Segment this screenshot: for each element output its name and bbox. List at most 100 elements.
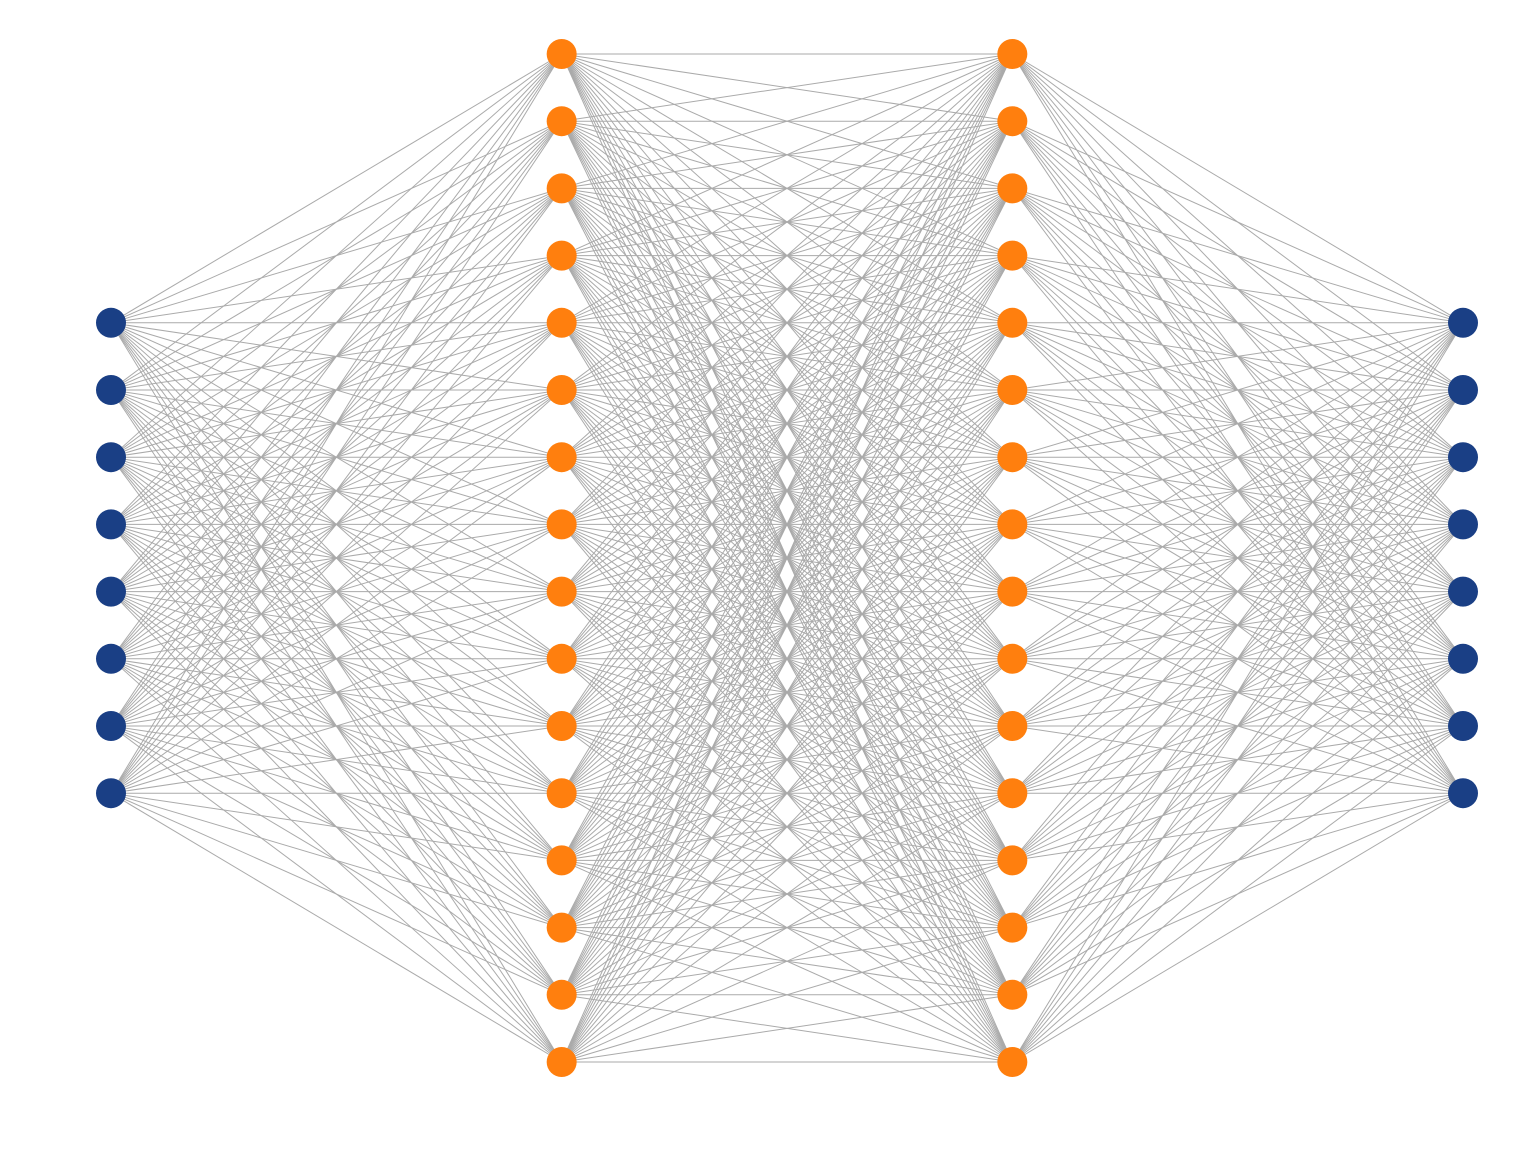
node <box>546 375 577 405</box>
edge <box>561 389 1013 1063</box>
edge <box>110 389 563 794</box>
edge <box>1011 322 1464 928</box>
edge <box>561 524 1013 1063</box>
node <box>997 307 1028 338</box>
edge <box>1011 524 1464 1063</box>
node <box>997 509 1028 540</box>
edge <box>561 53 1013 122</box>
edge <box>561 53 1013 458</box>
edge <box>561 53 1013 324</box>
edge <box>110 53 562 391</box>
edge <box>110 456 562 794</box>
edge <box>110 53 563 592</box>
edge <box>110 255 563 794</box>
edge <box>110 725 562 794</box>
edge <box>1012 322 1464 660</box>
node <box>1448 711 1478 741</box>
node <box>96 375 126 405</box>
node <box>96 643 126 674</box>
edge <box>561 591 1013 1063</box>
edge <box>561 456 1013 1063</box>
node <box>997 845 1028 876</box>
edge <box>561 120 1013 1063</box>
node <box>997 778 1028 809</box>
node <box>546 1047 577 1077</box>
edge <box>110 53 563 727</box>
edge <box>561 53 1013 928</box>
node <box>96 307 126 338</box>
edge <box>110 658 562 794</box>
node <box>1448 375 1478 405</box>
edge <box>561 53 1013 861</box>
node <box>96 778 126 809</box>
node <box>546 778 577 809</box>
edge <box>1012 120 1464 324</box>
edge <box>1011 322 1464 996</box>
edge <box>110 53 563 794</box>
node <box>546 845 577 876</box>
edge <box>561 255 1013 1063</box>
edge <box>1012 792 1464 1063</box>
edge <box>110 53 562 324</box>
edge <box>1011 658 1464 1063</box>
edge <box>561 53 1013 189</box>
node <box>546 442 577 473</box>
edge <box>110 792 562 996</box>
node <box>546 509 577 540</box>
edge <box>561 725 1013 1063</box>
edge <box>561 188 1013 1063</box>
edge <box>1012 255 1464 324</box>
edge <box>561 53 1013 660</box>
edge <box>1012 187 1464 324</box>
edge <box>110 120 563 794</box>
node <box>997 173 1028 204</box>
edge <box>561 53 1013 525</box>
node <box>1448 442 1478 473</box>
node <box>546 979 577 1010</box>
edge <box>561 927 1013 1063</box>
edge <box>1011 322 1464 794</box>
edge <box>110 792 562 929</box>
edge <box>110 591 562 794</box>
node <box>96 509 126 540</box>
edge <box>1011 322 1464 1063</box>
node <box>546 307 577 338</box>
node <box>997 711 1028 741</box>
node <box>997 643 1028 674</box>
node <box>546 173 577 204</box>
edge <box>561 994 1013 1063</box>
edge <box>561 658 1013 1063</box>
edge <box>1012 53 1464 324</box>
node <box>1448 509 1478 540</box>
edge <box>110 53 563 458</box>
edge <box>110 53 563 525</box>
edge <box>561 53 1013 996</box>
edge <box>1011 389 1464 1063</box>
edge <box>1011 456 1464 1063</box>
edge <box>110 792 562 861</box>
edge <box>1012 322 1464 458</box>
node <box>96 576 126 607</box>
node <box>997 375 1028 405</box>
node <box>997 106 1028 137</box>
node <box>997 979 1028 1010</box>
node <box>546 39 577 69</box>
node <box>997 1047 1028 1077</box>
edge <box>1012 322 1464 525</box>
node <box>1448 643 1478 674</box>
edge <box>561 53 1013 1063</box>
edge <box>110 792 562 1063</box>
node <box>546 912 577 943</box>
node <box>1448 576 1478 607</box>
edge <box>110 322 563 794</box>
node <box>1448 307 1478 338</box>
edge <box>110 523 562 794</box>
node <box>997 442 1028 473</box>
node <box>96 711 126 741</box>
nodes <box>96 39 1478 1077</box>
edge <box>1011 591 1464 1063</box>
node <box>1448 778 1478 809</box>
node <box>546 643 577 674</box>
edge <box>1011 322 1464 727</box>
